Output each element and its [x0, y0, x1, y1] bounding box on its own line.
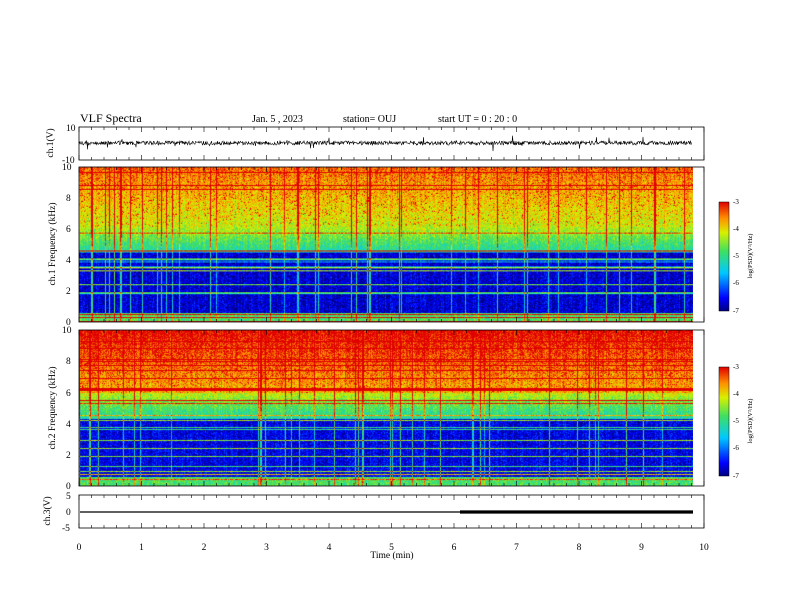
xtick-4: 4	[327, 543, 332, 553]
ch2-spectrogram-panel: 0 2 4 6 8 10 ch.2 Frequency (kHz) -3 -4 …	[47, 326, 754, 492]
ch3-ytick-0: 0	[66, 508, 71, 518]
ch1-waveform-panel: 10 -10 ch.1(V)	[45, 124, 705, 166]
ch1-freq-tick-4: 4	[66, 256, 71, 266]
ch1-cbar-tick-m5: -5	[733, 252, 739, 260]
ch1-freq-tick-2: 2	[66, 287, 71, 297]
ch3-x-ticks	[78, 495, 705, 528]
xtick-9: 9	[639, 543, 644, 553]
x-axis-label: Time (min)	[370, 550, 413, 561]
ch1-cbar-tick-m6: -6	[733, 279, 739, 287]
ch1-spectrogram-image	[79, 167, 693, 322]
ch2-frequency-ylabel: ch.2 Frequency (kHz)	[47, 366, 58, 449]
ch3-voltage-ylabel: ch.3(V)	[42, 496, 53, 525]
ch1-colorbar-label: log(PSD)(V²/Hz)	[747, 234, 754, 279]
ch3-ytick-5: 5	[66, 492, 71, 502]
ch1-voltage-ylabel: ch.1(V)	[45, 128, 56, 157]
ch1-waveform-line	[78, 135, 692, 152]
figure-title: VLF Spectra	[80, 111, 142, 125]
ch1-spectrogram-y-ticks: 0 2 4 6 8 10	[62, 163, 72, 328]
xtick-8: 8	[577, 543, 582, 553]
ch2-colorbar-gradient	[718, 366, 730, 477]
xtick-2: 2	[202, 543, 207, 553]
ch1-cbar-tick-m4: -4	[733, 225, 739, 233]
ch1-colorbar-gradient	[718, 201, 730, 312]
ch1-spectrogram-panel: 0 2 4 6 8 10 ch.1 Frequency (kHz) -3 -4 …	[47, 163, 754, 328]
ch1-waveform-trace	[78, 135, 692, 152]
xtick-6: 6	[452, 543, 457, 553]
xtick-1: 1	[139, 543, 144, 553]
ch2-freq-tick-4: 4	[66, 420, 71, 430]
ch3-ytick-m5: -5	[62, 524, 70, 534]
ch2-freq-tick-0: 0	[66, 482, 71, 492]
ch2-freq-tick-8: 8	[66, 357, 71, 367]
ch2-cbar-tick-m7: -7	[733, 472, 739, 480]
date-label: Jan. 5 , 2023	[252, 114, 303, 125]
ch1-freq-tick-10: 10	[62, 163, 72, 173]
ch2-spectrogram-x-ticks	[78, 330, 705, 486]
ch2-cbar-tick-m6: -6	[733, 444, 739, 452]
ch1-frequency-ylabel: ch.1 Frequency (kHz)	[47, 202, 58, 285]
xtick-5: 5	[389, 543, 394, 553]
ch1-freq-tick-8: 8	[66, 194, 71, 204]
ch2-colorbar: -3 -4 -5 -6 -7 log(PSD)(V²/Hz)	[718, 363, 754, 480]
ch1-cbar-tick-m3: -3	[733, 198, 739, 206]
start-time-label: start UT = 0 : 20 : 0	[438, 114, 517, 125]
ch1-spectrogram-x-ticks	[78, 167, 705, 322]
ch1-ytick-bottom: -10	[62, 156, 75, 166]
ch2-spectrogram-image	[79, 330, 693, 486]
ch1-freq-tick-0: 0	[66, 318, 71, 328]
ch1-freq-tick-6: 6	[66, 225, 71, 235]
ch2-freq-tick-10: 10	[62, 326, 72, 336]
ch2-cbar-tick-m4: -4	[733, 390, 739, 398]
ch2-cbar-tick-m5: -5	[733, 417, 739, 425]
ch2-colorbar-label: log(PSD)(V²/Hz)	[747, 399, 754, 444]
xtick-3: 3	[264, 543, 269, 553]
ch2-freq-tick-2: 2	[66, 451, 71, 461]
ch2-spectrogram-y-ticks: 0 2 4 6 8 10	[62, 326, 72, 492]
ch2-cbar-tick-m3: -3	[733, 363, 739, 371]
ch1-cbar-tick-m7: -7	[733, 307, 739, 315]
xtick-0: 0	[77, 543, 82, 553]
x-tick-labels: 0 1 2 3 4 5 6 7 8 9 10	[77, 543, 709, 553]
xtick-10: 10	[699, 543, 709, 553]
ch1-ytick-top: 10	[66, 124, 76, 134]
xtick-7: 7	[514, 543, 519, 553]
ch3-panel: 5 0 -5 ch.3(V)	[42, 492, 705, 534]
ch2-freq-tick-6: 6	[66, 389, 71, 399]
ch1-colorbar: -3 -4 -5 -6 -7 log(PSD)(V²/Hz)	[718, 198, 754, 315]
station-label: station= OUJ	[343, 114, 396, 125]
ch1-waveform-x-ticks	[78, 127, 705, 160]
